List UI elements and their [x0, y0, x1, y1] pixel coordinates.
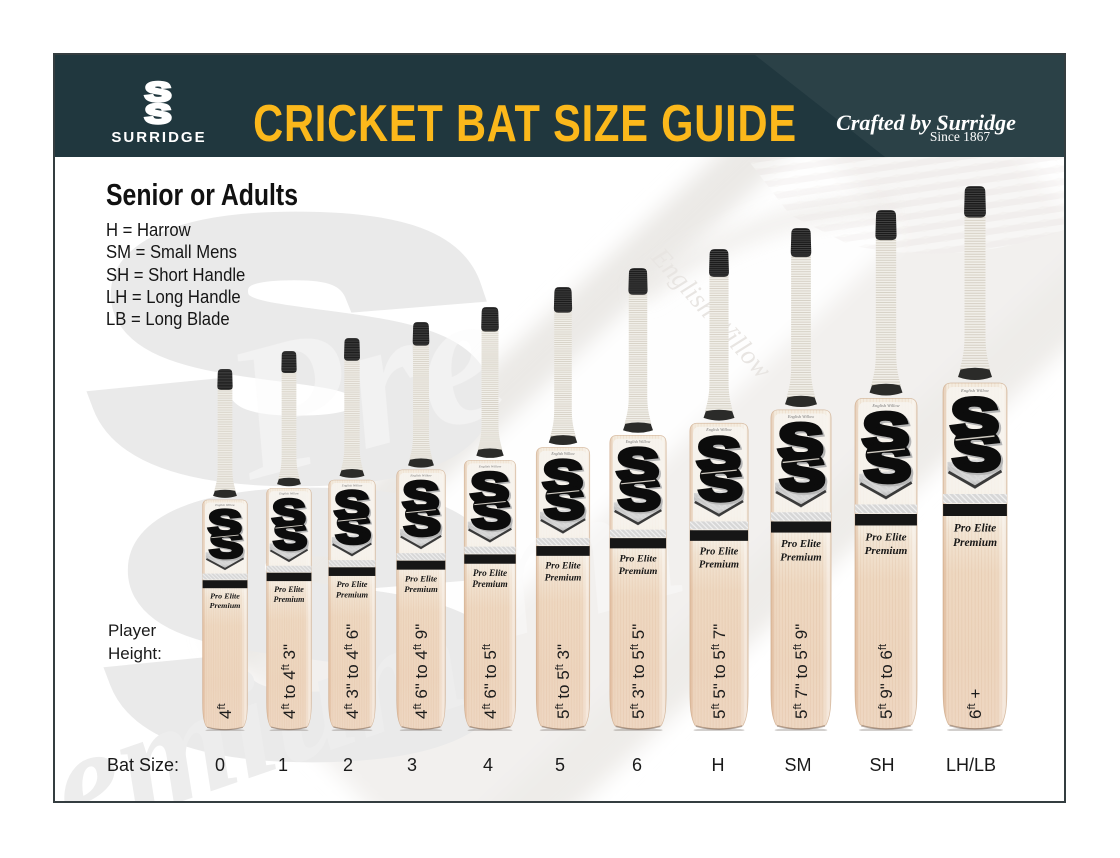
- svg-text:5ft 9" to 6ft: 5ft 9" to 6ft: [877, 644, 896, 719]
- svg-text:4ft 3" to 4ft 6": 4ft 3" to 4ft 6": [343, 624, 362, 719]
- svg-text:5ft 3" to 5ft 5": 5ft 3" to 5ft 5": [629, 624, 648, 719]
- svg-text:5ft 7" to 5ft 9": 5ft 7" to 5ft 9": [792, 624, 811, 719]
- svg-text:4ft 6" to 5ft: 4ft 6" to 5ft: [481, 644, 500, 719]
- svg-text:S: S: [145, 100, 171, 130]
- svg-text:SURRIDGE: SURRIDGE: [111, 129, 206, 146]
- svg-text:5ft 5" to 5ft 7": 5ft 5" to 5ft 7": [710, 624, 729, 719]
- svg-text:4ft: 4ft: [216, 703, 235, 719]
- svg-text:4ft to 4ft 3": 4ft to 4ft 3": [280, 644, 299, 719]
- svg-text:4ft 6" to 4ft 9": 4ft 6" to 4ft 9": [412, 624, 431, 719]
- svg-text:5ft to 5ft 3": 5ft to 5ft 3": [554, 644, 573, 719]
- svg-text:Crafted by Surridge: Crafted by Surridge: [836, 110, 1016, 135]
- svg-text:6ft +: 6ft +: [966, 689, 985, 719]
- svg-text:S: S: [145, 78, 171, 108]
- svg-text:Since 1867: Since 1867: [930, 129, 991, 144]
